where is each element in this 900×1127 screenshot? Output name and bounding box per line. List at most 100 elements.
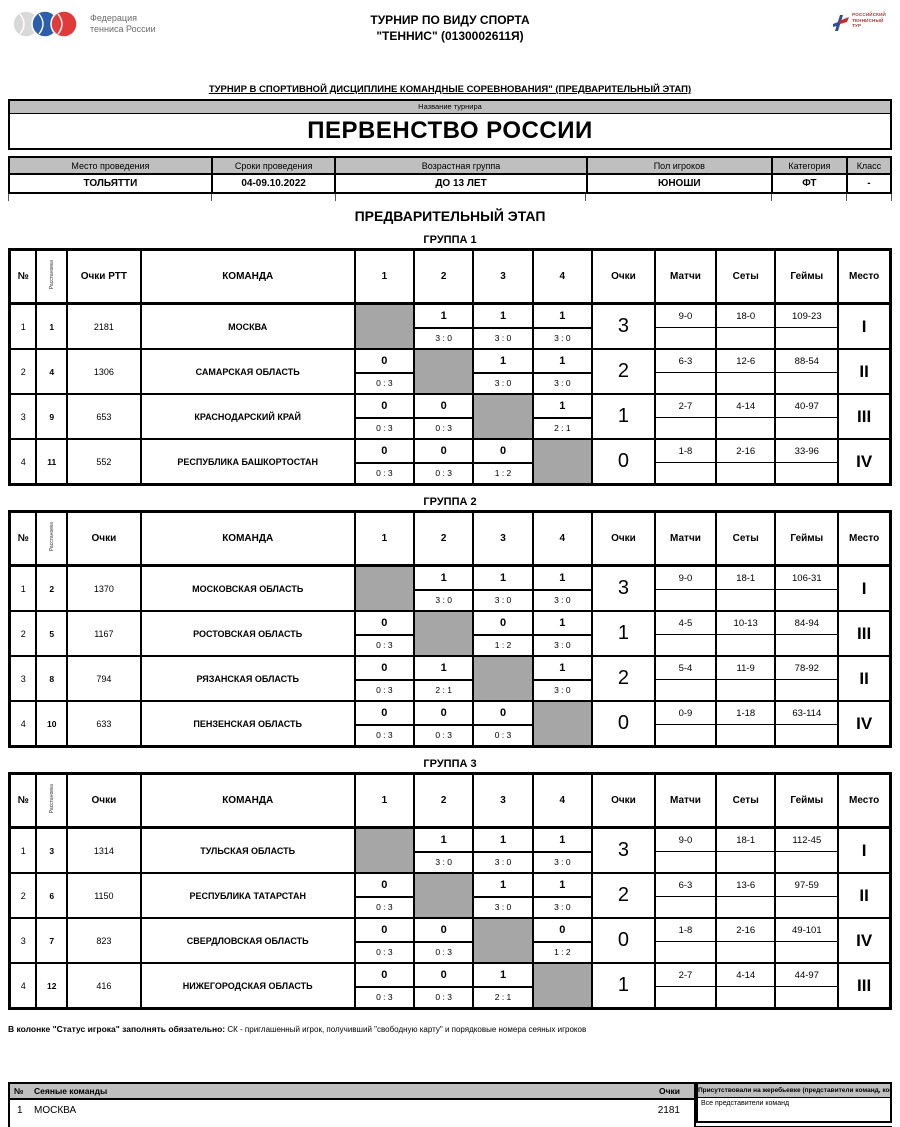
match-result-cell: 1 3 : 0 xyxy=(472,348,534,395)
cell-rtt-points: 633 xyxy=(66,700,142,748)
draw-info-column: Присутствовали на жеребьевке (представит… xyxy=(696,1082,892,1127)
cell-sets: 2-16 xyxy=(715,917,777,964)
header-opponent-1: 1 xyxy=(353,772,416,829)
seeded-team-points: 2181 xyxy=(657,1105,680,1116)
info-header-age: Возрастная группа xyxy=(334,156,588,175)
cell-sets: 4-14 xyxy=(715,962,777,1010)
match-win-value: 1 xyxy=(534,829,590,853)
match-win-value: 1 xyxy=(534,658,590,681)
header-opponent-2: 2 xyxy=(413,510,475,567)
match-set-score: 0 : 3 xyxy=(376,685,393,696)
cell-matches: 6-3 xyxy=(653,872,718,919)
match-result-cell: 0 0 : 3 xyxy=(413,962,475,1010)
header-team: КОМАНДА xyxy=(139,772,356,829)
match-set-score: 3 : 0 xyxy=(554,685,571,696)
match-result-cell: 1 3 : 0 xyxy=(472,564,534,612)
match-set-score: 3 : 0 xyxy=(554,378,571,389)
match-win-value: 1 xyxy=(534,305,590,329)
header-points: Очки РТТ xyxy=(66,248,142,305)
cell-team: МОСКВА xyxy=(139,302,356,350)
cell-seed: 11 xyxy=(35,438,69,486)
cell-games: 84-94 xyxy=(774,610,840,657)
match-win-value: 0 xyxy=(356,351,413,374)
stage-title: ПРЕДВАРИТЕЛЬНЫЙ ЭТАП xyxy=(354,208,546,224)
cell-sets: 1-18 xyxy=(715,700,777,748)
diagonal-cell xyxy=(353,826,416,874)
diagonal-cell xyxy=(531,700,594,748)
cell-seed: 4 xyxy=(35,348,69,395)
match-result-cell: 0 0 : 3 xyxy=(353,917,416,964)
match-result-cell: 0 1 : 2 xyxy=(472,610,534,657)
cell-seed: 5 xyxy=(35,610,69,657)
seeded-team-name: МОСКВА xyxy=(34,1105,77,1116)
seeded-header-points: Очки xyxy=(658,1086,680,1096)
cell-sets: 2-16 xyxy=(715,438,777,486)
cell-score: 1 xyxy=(591,610,656,657)
rtt-logo-line1: РОССИЙСКИЙ xyxy=(852,12,886,17)
seeding-vertical-label: Расстановка xyxy=(48,784,55,814)
match-set-score: 0 : 3 xyxy=(376,378,393,389)
match-set-score: 3 : 0 xyxy=(554,857,571,868)
match-win-value: 0 xyxy=(356,658,413,681)
match-result-cell: 1 2 : 1 xyxy=(413,655,475,702)
cell-matches: 5-4 xyxy=(653,655,718,702)
match-result-cell: 1 2 : 1 xyxy=(472,962,534,1010)
cell-seed: 3 xyxy=(35,826,69,874)
header-seeding: Расстановка xyxy=(35,772,69,829)
match-win-value: 1 xyxy=(475,351,531,374)
group-3-table: № Расстановка Очки КОМАНДА 1 2 3 4 Очки Матчи Сеты… xyxy=(8,772,892,1010)
match-set-score: 0 : 3 xyxy=(376,423,393,434)
cell-matches: 2-7 xyxy=(653,393,718,440)
match-set-score: 3 : 0 xyxy=(554,640,571,651)
header-opponent-3: 3 xyxy=(472,248,534,305)
match-win-value: 0 xyxy=(416,920,472,943)
diagonal-cell xyxy=(531,438,594,486)
cell-sets: 11-9 xyxy=(715,655,777,702)
cell-seed: 2 xyxy=(35,564,69,612)
match-win-value: 0 xyxy=(534,920,590,943)
cell-place: II xyxy=(837,655,892,702)
diagonal-cell xyxy=(353,302,416,350)
federation-logo-line1: Федерация xyxy=(90,13,137,23)
info-value-age: ДО 13 ЛЕТ xyxy=(334,173,588,194)
match-win-value: 0 xyxy=(356,965,413,988)
seeded-teams-rows: 1МОСКВА21812МОСКОВСКАЯ ОБЛАСТЬ13703ТУЛЬС… xyxy=(10,1100,694,1127)
match-set-score: 2 : 1 xyxy=(435,685,452,696)
seeded-teams-header: № Сеяные команды Очки xyxy=(10,1084,694,1100)
cell-rtt-points: 653 xyxy=(66,393,142,440)
cell-sets: 18-0 xyxy=(715,302,777,350)
match-set-score: 1 : 2 xyxy=(494,468,512,479)
match-result-cell: 0 0 : 3 xyxy=(413,700,475,748)
group-2-section: ГРУППА 2 № Расстановка Очки КОМАНДА 1 2 3 4 Очки… xyxy=(8,496,892,748)
discipline-subtitle: ТУРНИР В СПОРТИВНОЙ ДИСЦИПЛИНЕ КОМАНДНЫЕ… xyxy=(208,84,692,95)
match-set-score: 3 : 0 xyxy=(494,595,512,606)
cell-score: 2 xyxy=(591,348,656,395)
cell-games: 33-96 xyxy=(774,438,840,486)
header-opponent-2: 2 xyxy=(413,772,475,829)
draw-attendance-header: Присутствовали на жеребьевке (представит… xyxy=(698,1084,890,1098)
group-2-table: № Расстановка Очки КОМАНДА 1 2 3 4 Очки Матчи Сеты… xyxy=(8,510,892,748)
match-set-score: 3 : 0 xyxy=(494,333,512,344)
match-win-value: 0 xyxy=(356,703,413,726)
match-set-score: 0 : 3 xyxy=(376,902,393,913)
match-result-cell: 1 3 : 0 xyxy=(472,302,534,350)
cell-matches: 1-8 xyxy=(653,917,718,964)
cell-rtt-points: 1314 xyxy=(66,826,142,874)
footnote-normal: СК - приглашенный игрок, получивший "сво… xyxy=(225,1025,587,1034)
match-set-score: 0 : 3 xyxy=(435,730,452,741)
header-num: № xyxy=(8,510,38,567)
cell-seed: 1 xyxy=(35,302,69,350)
cell-team: ПЕНЗЕНСКАЯ ОБЛАСТЬ xyxy=(139,700,356,748)
cell-place: IV xyxy=(837,700,892,748)
cell-team: РЕСПУБЛИКА БАШКОРТОСТАН xyxy=(139,438,356,486)
rtt-mark-icon xyxy=(833,15,850,31)
header-seeding: Расстановка xyxy=(35,510,69,567)
group-2-title: ГРУППА 2 xyxy=(423,496,477,508)
info-table-stub-row xyxy=(8,194,892,201)
match-result-cell: 0 0 : 3 xyxy=(413,393,475,440)
cell-num: 1 xyxy=(8,302,38,350)
